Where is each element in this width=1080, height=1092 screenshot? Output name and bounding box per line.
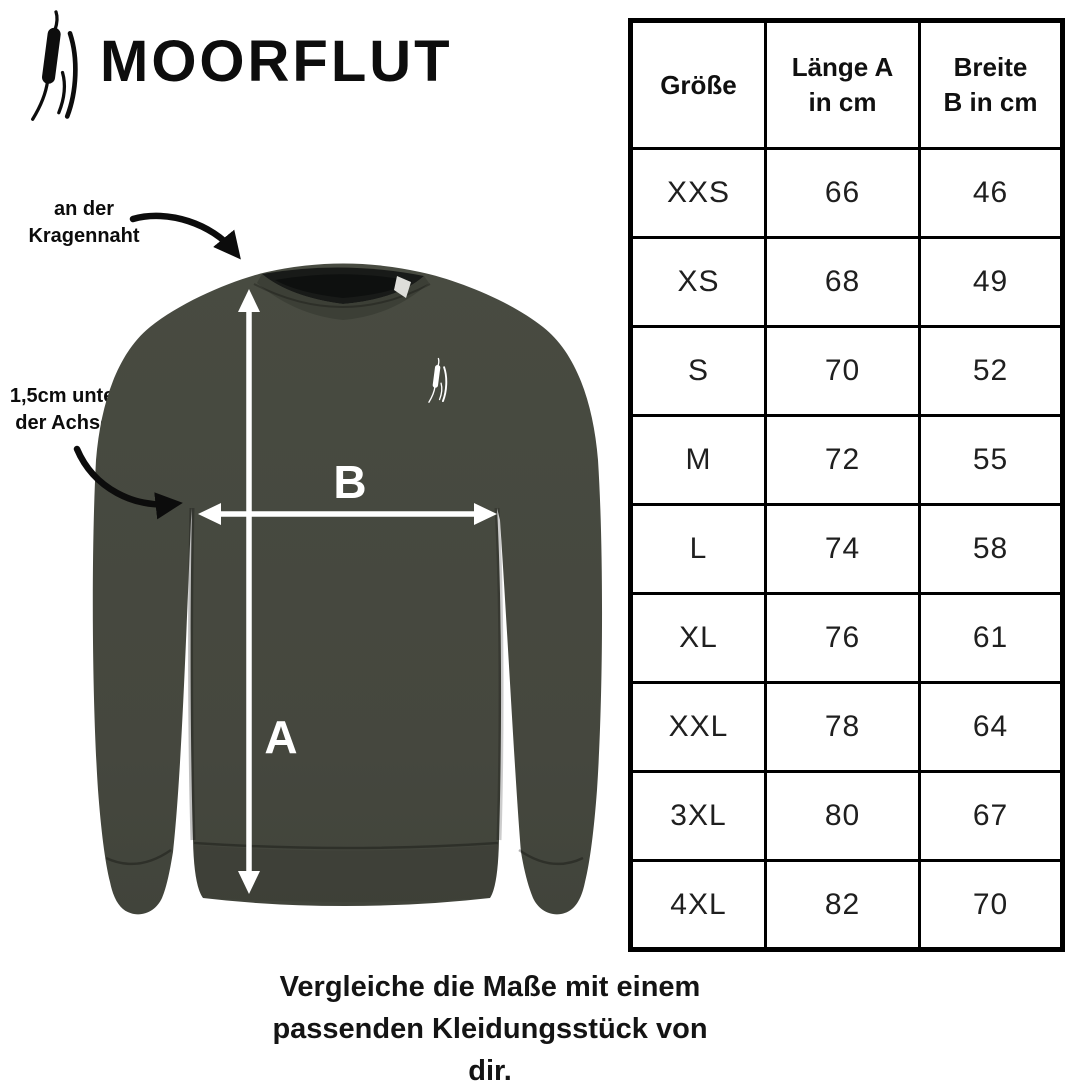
width-cell: 64 (918, 681, 1064, 773)
size-cell: 4XL (629, 859, 767, 951)
length-cell: 80 (764, 770, 921, 862)
width-cell: 67 (918, 770, 1064, 862)
length-cell: 76 (764, 592, 921, 684)
size-cell: XXL (629, 681, 767, 773)
size-cell: XS (629, 236, 767, 328)
width-cell: 49 (918, 236, 1064, 328)
table-row: M 72 55 (629, 414, 1064, 506)
measure-arrow-a (238, 289, 260, 894)
size-cell: XXS (629, 147, 767, 239)
garment-diagram: B A (73, 212, 603, 915)
length-cell: 82 (764, 859, 921, 951)
width-cell: 55 (918, 414, 1064, 506)
table-row: XXS 66 46 (629, 147, 1064, 239)
table-row: 3XL 80 67 (629, 770, 1064, 862)
caption-line2: passenden Kleidungsstück von dir. (272, 1013, 708, 1087)
table-row: S 70 52 (629, 325, 1064, 417)
collar-annotation-line2: Kragennaht (28, 225, 140, 247)
label-a: A (264, 711, 297, 763)
caption-line1: Vergleiche die Maße mit einem (279, 971, 701, 1003)
size-cell: L (629, 503, 767, 595)
sweatshirt-image (92, 263, 603, 915)
size-cell: XL (629, 592, 767, 684)
size-cell: M (629, 414, 767, 506)
table-row: XL 76 61 (629, 592, 1064, 684)
length-cell: 78 (764, 681, 921, 773)
table-row: XXL 78 64 (629, 681, 1064, 773)
width-cell: 61 (918, 592, 1064, 684)
width-cell: 46 (918, 147, 1064, 239)
collar-arrow (129, 212, 241, 260)
armpit-annotation: 1,5cm unter der Achsel (2, 383, 130, 437)
length-cell: 68 (764, 236, 921, 328)
size-cell: S (629, 325, 767, 417)
collar-annotation: an der Kragennaht (10, 196, 158, 250)
size-cell: 3XL (629, 770, 767, 862)
length-cell: 70 (764, 325, 921, 417)
table-row: 4XL 82 70 (629, 859, 1064, 951)
caption: Vergleiche die Maße mit einem passenden … (270, 966, 710, 1092)
width-cell: 52 (918, 325, 1064, 417)
cattail-icon (28, 8, 84, 125)
collar-annotation-line1: an der (53, 198, 115, 220)
table-row: L 74 58 (629, 503, 1064, 595)
length-cell: 66 (764, 147, 921, 239)
label-b: B (333, 456, 366, 508)
length-cell: 74 (764, 503, 921, 595)
length-cell: 72 (764, 414, 921, 506)
brand-name: MOORFLUT (100, 29, 453, 94)
collar-tag (394, 276, 411, 298)
brand-logo: MOORFLUT (28, 8, 453, 125)
table-row: XS 68 49 (629, 236, 1064, 328)
width-cell: 70 (918, 859, 1064, 951)
armpit-annotation-line2: der Achsel (15, 412, 117, 434)
measure-arrow-b (198, 503, 497, 525)
armpit-arrow (73, 445, 183, 520)
col-header-width-b: Breite B in cm (918, 19, 1064, 150)
width-cell: 58 (918, 503, 1064, 595)
col-header-size: Größe (629, 19, 767, 150)
armpit-annotation-line1: 1,5cm unter (9, 385, 123, 407)
